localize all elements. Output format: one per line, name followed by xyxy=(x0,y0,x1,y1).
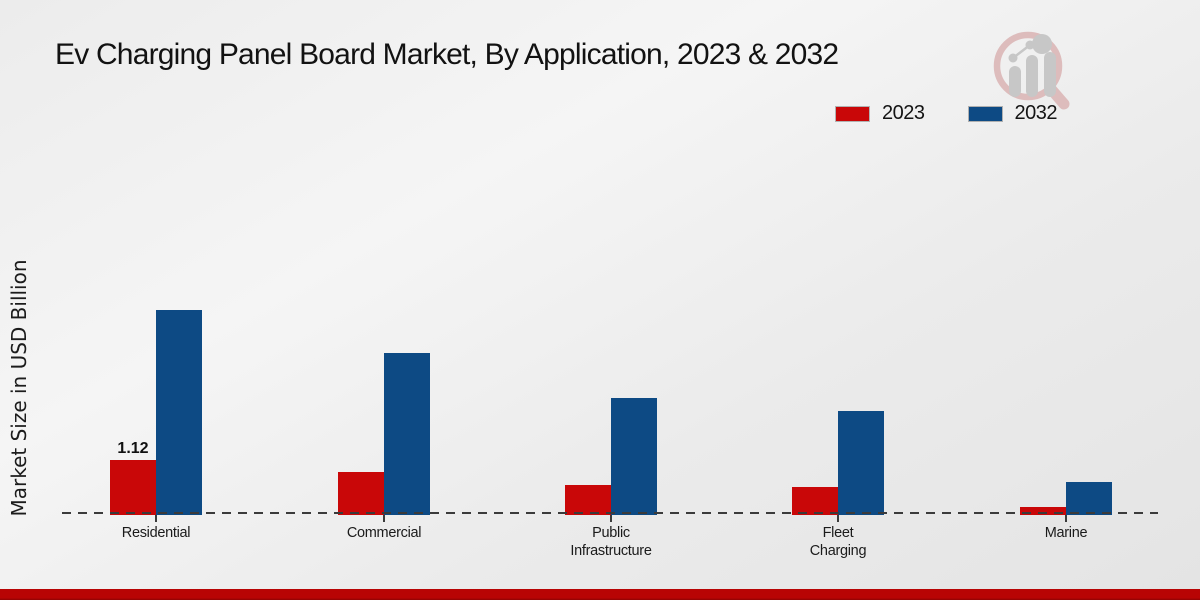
bar-2032-residential xyxy=(156,310,202,515)
footer-red-band xyxy=(0,589,1200,600)
x-axis-baseline xyxy=(62,512,1158,514)
bar-2032-marine xyxy=(1066,482,1112,515)
chart-title: Ev Charging Panel Board Market, By Appli… xyxy=(55,38,839,71)
x-tick-public-infrastructure xyxy=(610,515,612,522)
bar-2023-marine xyxy=(1020,507,1066,515)
x-tick-commercial xyxy=(383,515,385,522)
category-label-fleet-charging: Fleet Charging xyxy=(809,525,867,560)
legend-swatch-2032 xyxy=(968,106,1002,121)
category-label-commercial: Commercial xyxy=(346,525,422,541)
legend-item-2032: 2032 xyxy=(968,102,1058,125)
market-research-logo xyxy=(993,31,1070,110)
legend: 2023 2032 xyxy=(836,102,1057,125)
legend-label: 2032 xyxy=(1014,102,1058,124)
legend-label: 2023 xyxy=(882,102,925,124)
bar-2032-fleet-charging xyxy=(838,411,884,515)
x-tick-residential xyxy=(155,515,157,522)
legend-swatch-2023 xyxy=(836,106,869,121)
legend-item-2023: 2023 xyxy=(836,102,925,125)
bar-growth-icon xyxy=(1008,34,1056,97)
category-label-marine: Marine xyxy=(1044,525,1088,541)
bar-2023-residential xyxy=(110,460,156,515)
bar-2032-public-infrastructure xyxy=(611,398,657,515)
bar-2023-fleet-charging xyxy=(792,487,838,515)
bar-2032-commercial xyxy=(384,353,430,515)
bar-value-label-residential-2023: 1.12 xyxy=(117,440,149,457)
bar-2023-commercial xyxy=(338,472,384,515)
x-tick-fleet-charging xyxy=(837,515,839,522)
category-label-public-infrastructure: Public Infrastructure xyxy=(570,525,652,560)
bar-2023-public-infrastructure xyxy=(565,485,611,515)
category-label-residential: Residential xyxy=(121,525,191,541)
x-tick-marine xyxy=(1065,515,1067,522)
